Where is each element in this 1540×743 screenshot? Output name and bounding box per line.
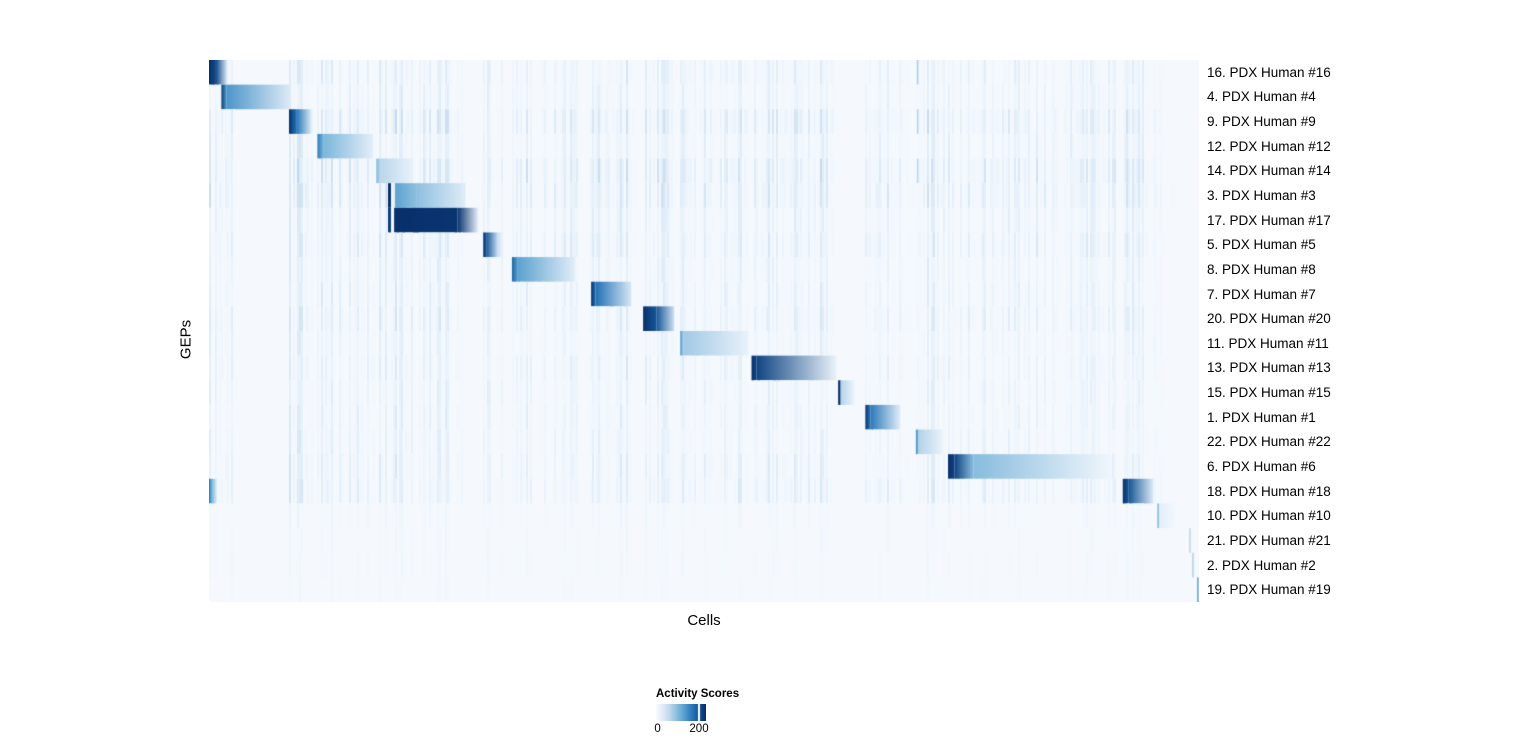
- row-label: 16. PDX Human #16: [1207, 64, 1331, 80]
- row-label: 8. PDX Human #8: [1207, 261, 1316, 277]
- row-label: 2. PDX Human #2: [1207, 557, 1316, 573]
- row-labels: 16. PDX Human #16 4. PDX Human #4 9. PDX H…: [1207, 60, 1537, 602]
- legend-title: Activity Scores: [656, 688, 740, 700]
- legend: Activity Scores 0 200: [654, 688, 856, 737]
- legend-ticks: 0 200: [654, 723, 856, 737]
- row-label: 6. PDX Human #6: [1207, 458, 1316, 474]
- row-label: 19. PDX Human #19: [1207, 582, 1331, 598]
- legend-colorbar: [656, 704, 706, 721]
- x-axis-label: Cells: [687, 612, 721, 629]
- legend-tick-min: 0: [654, 723, 661, 735]
- legend-tick-200: 200: [689, 723, 709, 735]
- row-label: 12. PDX Human #12: [1207, 138, 1331, 154]
- row-label: 14. PDX Human #14: [1207, 163, 1331, 179]
- row-label: 3. PDX Human #3: [1207, 187, 1316, 203]
- row-label: 1. PDX Human #1: [1207, 409, 1316, 425]
- row-label: 15. PDX Human #15: [1207, 385, 1331, 401]
- row-label: 4. PDX Human #4: [1207, 89, 1316, 105]
- row-label: 10. PDX Human #10: [1207, 508, 1331, 524]
- row-label: 18. PDX Human #18: [1207, 483, 1331, 499]
- row-label: 21. PDX Human #21: [1207, 532, 1331, 548]
- row-label: 20. PDX Human #20: [1207, 311, 1331, 327]
- row-label: 7. PDX Human #7: [1207, 286, 1316, 302]
- row-label: 13. PDX Human #13: [1207, 360, 1331, 376]
- row-label: 22. PDX Human #22: [1207, 434, 1331, 450]
- heatmap-canvas: [209, 60, 1199, 602]
- row-label: 11. PDX Human #11: [1207, 335, 1329, 351]
- row-label: 5. PDX Human #5: [1207, 237, 1316, 253]
- row-label: 17. PDX Human #17: [1207, 212, 1331, 228]
- row-label: 9. PDX Human #9: [1207, 114, 1316, 130]
- y-axis-label: GEPs: [177, 319, 195, 360]
